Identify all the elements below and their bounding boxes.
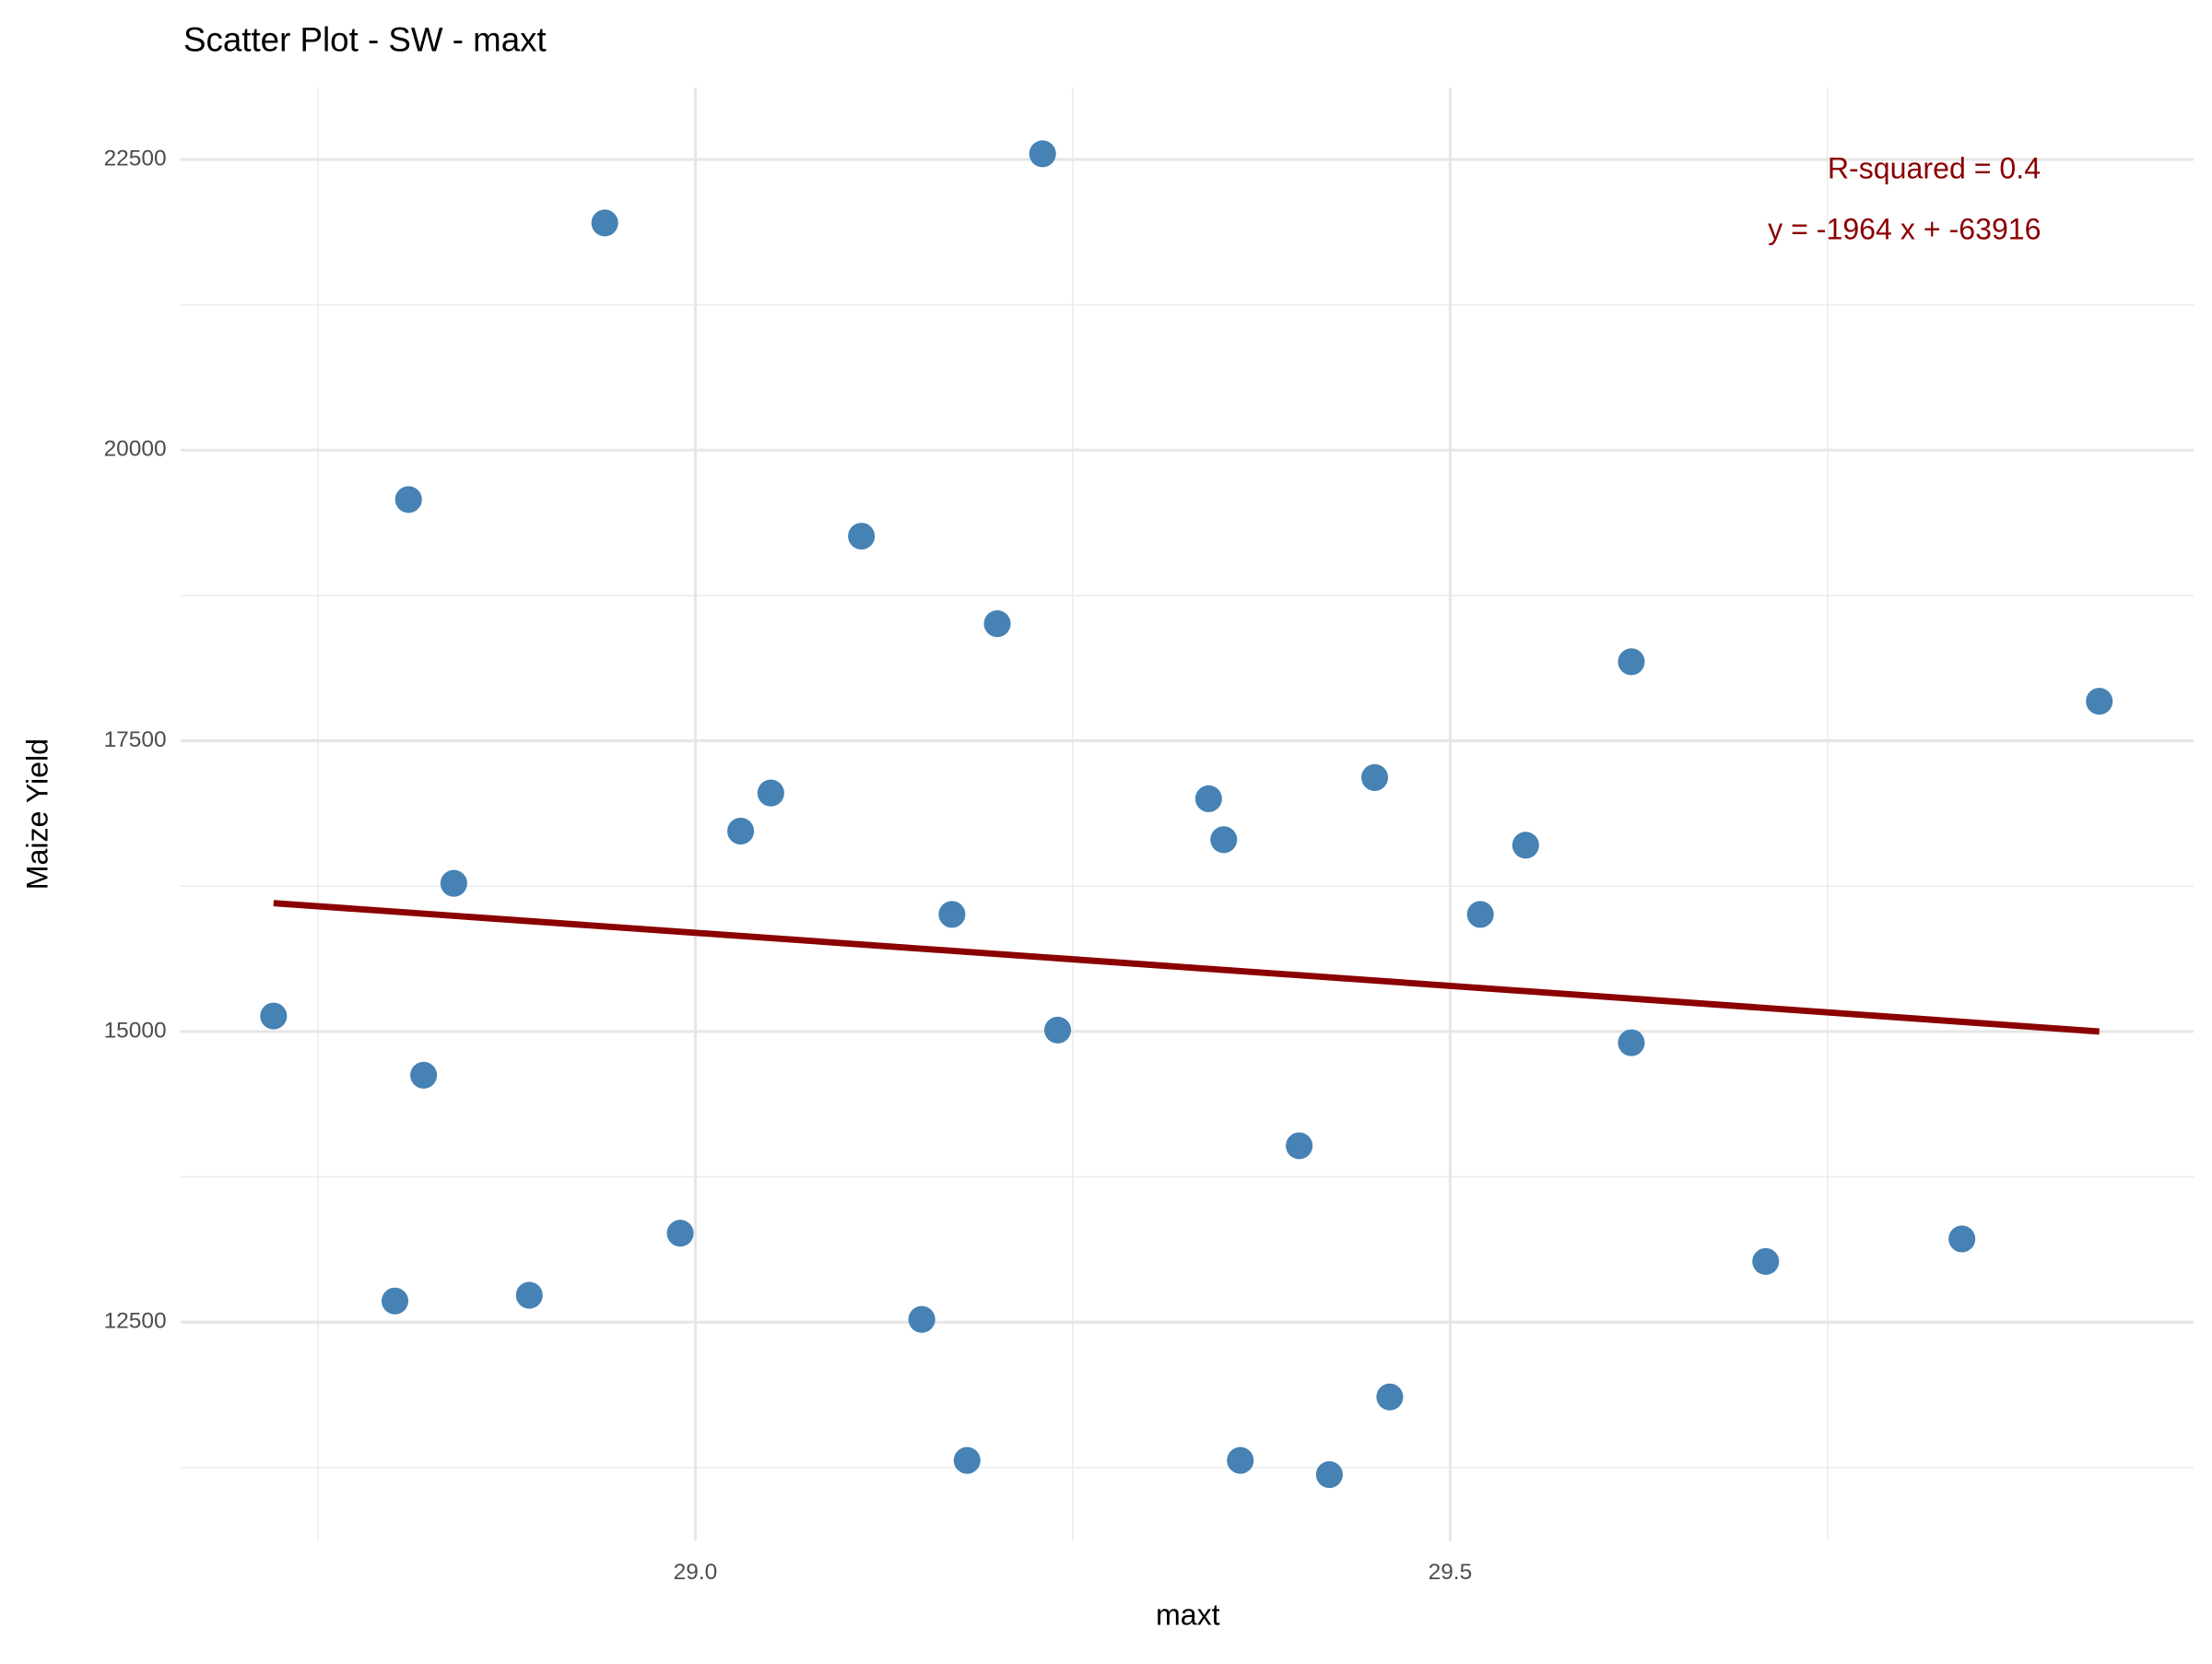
x-tick-label: 29.5 <box>1429 1560 1473 1585</box>
point <box>983 610 1011 638</box>
point <box>757 779 784 807</box>
point <box>1618 1029 1645 1056</box>
point <box>727 818 755 845</box>
point <box>953 1446 981 1474</box>
point <box>848 523 876 550</box>
point <box>440 869 467 897</box>
y-tick-label: 17500 <box>104 727 167 752</box>
y-axis-title: Maize Yield <box>20 738 53 890</box>
annotation: y = -1964 x + -63916 <box>1768 213 2041 246</box>
point <box>1512 832 1539 859</box>
x-tick-label: 29.0 <box>674 1560 718 1585</box>
point <box>394 486 422 513</box>
point <box>2086 688 2113 715</box>
y-tick-label: 12500 <box>104 1309 167 1334</box>
x-axis-title: maxt <box>1156 1599 1220 1632</box>
annotation: R-squared = 0.4 <box>1828 152 2041 185</box>
point <box>1194 785 1222 812</box>
point <box>1315 1460 1343 1489</box>
point <box>591 209 618 237</box>
y-tick-label: 15000 <box>104 1018 167 1043</box>
point <box>1376 1383 1404 1410</box>
y-tick-label: 20000 <box>104 437 167 462</box>
point <box>666 1220 694 1247</box>
point <box>938 901 966 928</box>
point <box>1360 763 1389 791</box>
point <box>1618 648 1645 676</box>
point <box>381 1287 409 1315</box>
point <box>908 1305 935 1333</box>
point <box>1227 1446 1254 1474</box>
point <box>1029 140 1056 168</box>
point <box>515 1281 543 1309</box>
point <box>1948 1225 1976 1253</box>
y-tick-label: 22500 <box>104 146 167 171</box>
point <box>1286 1132 1313 1160</box>
chart-title: Scatter Plot - SW - maxt <box>183 21 547 59</box>
point <box>1752 1247 1780 1275</box>
point <box>1210 826 1238 854</box>
point <box>410 1061 438 1089</box>
trend-line <box>273 900 2100 1035</box>
point <box>260 1002 288 1030</box>
point <box>1466 901 1494 928</box>
point <box>1044 1016 1072 1044</box>
